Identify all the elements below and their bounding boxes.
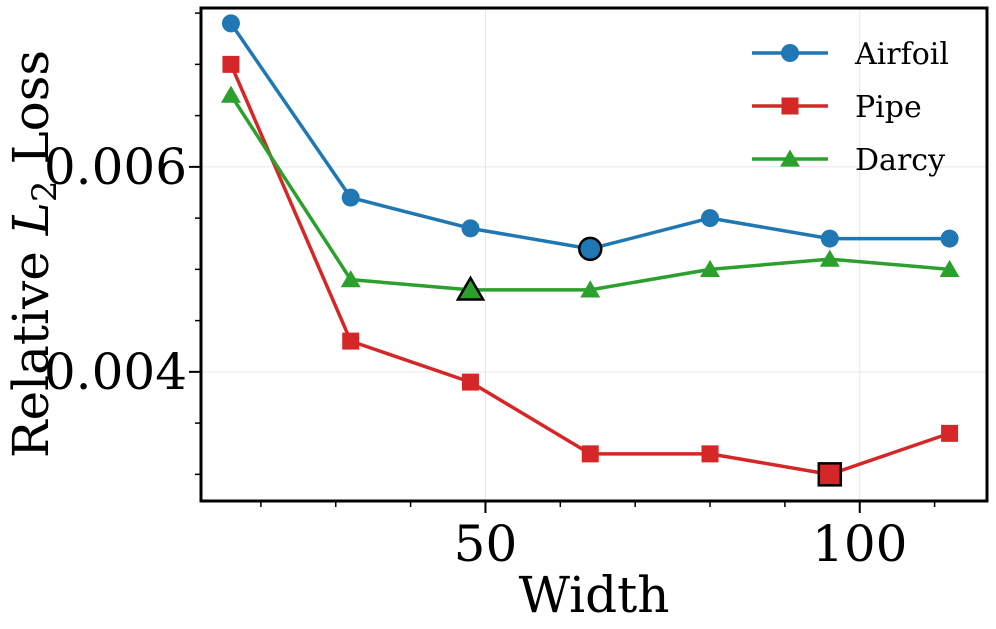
y-axis-label: Relative L2 Loss xyxy=(2,50,65,458)
legend-item-darcy: Darcy xyxy=(752,143,945,178)
data-point-pipe xyxy=(222,55,240,73)
plot-frame xyxy=(199,6,989,503)
grid-layer xyxy=(201,8,987,501)
y-axis-label-prefix: Relative xyxy=(2,235,60,458)
data-point-darcy xyxy=(939,259,960,277)
data-point-pipe xyxy=(461,373,479,391)
x-tick-label: 100 xyxy=(812,515,907,573)
x-tick-label: 50 xyxy=(454,515,518,573)
series-layer xyxy=(220,14,960,487)
data-point-pipe xyxy=(701,445,719,463)
data-point-darcy xyxy=(220,85,241,103)
data-point-airfoil xyxy=(461,219,480,238)
legend-marker-pipe xyxy=(781,97,799,115)
y-axis-label-suffix: Loss xyxy=(2,50,60,181)
legend-marker-darcy xyxy=(780,149,800,167)
highlighted-point-darcy xyxy=(455,275,486,301)
highlighted-point-pipe xyxy=(817,462,843,487)
legend-item-airfoil: Airfoil xyxy=(752,37,949,72)
legend-label: Darcy xyxy=(855,143,945,178)
series-airfoil xyxy=(221,14,959,262)
highlighted-point-airfoil xyxy=(578,236,603,262)
data-point-airfoil xyxy=(701,209,720,228)
data-point-airfoil xyxy=(341,188,360,207)
legend: Airfoil Pipe Darcy xyxy=(752,37,949,178)
data-point-pipe xyxy=(581,445,599,463)
data-point-pipe xyxy=(342,332,360,350)
tick-layer: 50 100 0.004 0.006 xyxy=(44,12,936,573)
data-point-airfoil xyxy=(221,14,240,33)
data-point-airfoil xyxy=(940,229,959,248)
data-point-darcy xyxy=(700,259,721,277)
data-point-darcy xyxy=(340,270,361,288)
data-point-pipe xyxy=(941,424,959,442)
series-line-pipe xyxy=(229,63,951,477)
data-point-darcy xyxy=(580,280,601,298)
x-axis-label: Width xyxy=(519,566,670,624)
y-axis-label-symbol: L xyxy=(2,202,60,236)
series-pipe xyxy=(222,55,959,487)
series-line-airfoil xyxy=(229,22,950,251)
legend-label: Pipe xyxy=(855,90,922,125)
data-point-airfoil xyxy=(820,229,839,248)
y-axis-label-subscript: 2 xyxy=(25,180,65,202)
data-point-darcy xyxy=(819,249,840,267)
legend-label: Airfoil xyxy=(854,37,949,72)
legend-item-pipe: Pipe xyxy=(752,90,922,125)
legend-marker-airfoil xyxy=(781,44,799,62)
y-tick-label: 0.004 xyxy=(44,343,187,401)
y-tick-label: 0.006 xyxy=(44,138,187,196)
series-darcy xyxy=(220,85,960,301)
